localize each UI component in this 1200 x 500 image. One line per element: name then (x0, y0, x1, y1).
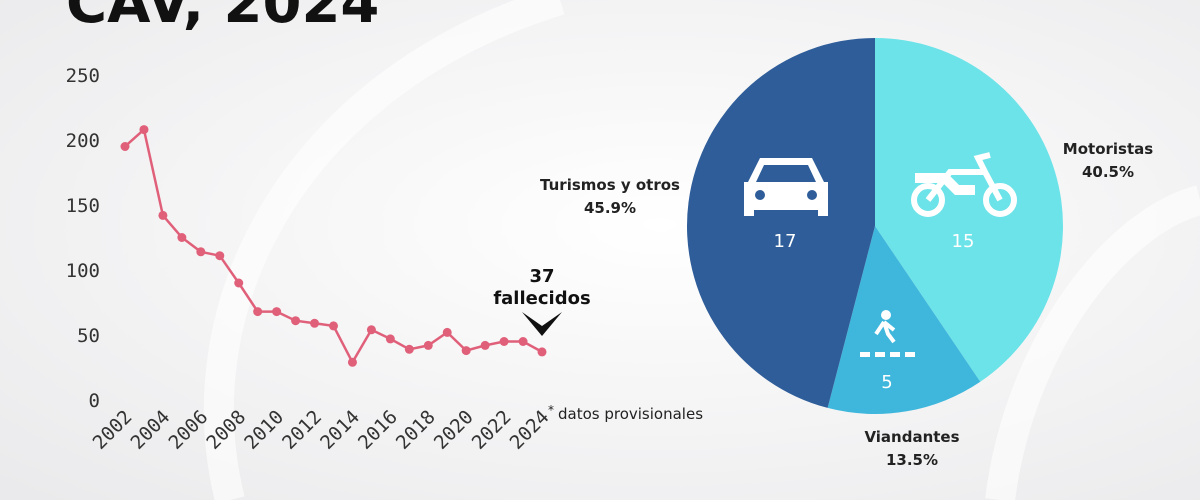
value-label: 17 (774, 231, 797, 252)
y-tick-label: 250 (66, 65, 100, 87)
point (329, 321, 338, 331)
point (158, 210, 168, 220)
point (499, 337, 509, 346)
annotation: fallecidos (493, 288, 590, 309)
point (177, 233, 187, 242)
point (537, 347, 547, 357)
percentage-label: 45.9% (584, 199, 636, 217)
value-label: 5 (881, 372, 892, 393)
point (480, 340, 490, 350)
point (253, 307, 263, 317)
swoosh (203, 0, 565, 500)
pedestrian-icon (860, 310, 915, 357)
y-tick-label: 50 (77, 325, 100, 347)
point (442, 327, 452, 337)
category-label: Motoristas (1063, 140, 1153, 158)
point (404, 344, 414, 354)
point (310, 318, 320, 328)
point (215, 251, 225, 261)
pie-chart: 15 Motoristas 40.5% 5 Viandantes 13.5% 17 Turis… (540, 38, 1153, 469)
slice (827, 226, 981, 414)
title: CAV, 2024 (66, 0, 379, 36)
slice (875, 38, 1063, 382)
swoosh (985, 185, 1200, 500)
percentage-label: 40.5% (1082, 163, 1134, 181)
footnote-mark: * (548, 403, 554, 417)
point (385, 334, 395, 344)
y-tick-label: 150 (66, 195, 100, 217)
point (196, 247, 206, 257)
point (347, 357, 357, 367)
annotation-arrow (522, 312, 562, 336)
point (272, 307, 282, 317)
slice (686, 38, 875, 408)
motorcycle-icon (911, 152, 1017, 217)
category-label: Viandantes (864, 428, 959, 446)
point (366, 325, 376, 335)
y-tick-label: 0 (89, 390, 100, 412)
point (461, 346, 471, 356)
point (423, 340, 433, 350)
y-tick-label: 100 (66, 260, 100, 282)
y-tick-label: 200 (66, 130, 100, 152)
value-label: 15 (952, 231, 975, 252)
point (139, 125, 149, 135)
point (234, 278, 244, 288)
category-label: Turismos y otros (540, 176, 680, 194)
footnote: datos provisionales (558, 405, 703, 423)
percentage-label: 13.5% (886, 451, 938, 469)
point (120, 142, 130, 151)
annotation: 37 (529, 266, 554, 287)
point (291, 316, 301, 326)
car-icon (744, 158, 828, 216)
point (518, 337, 528, 346)
